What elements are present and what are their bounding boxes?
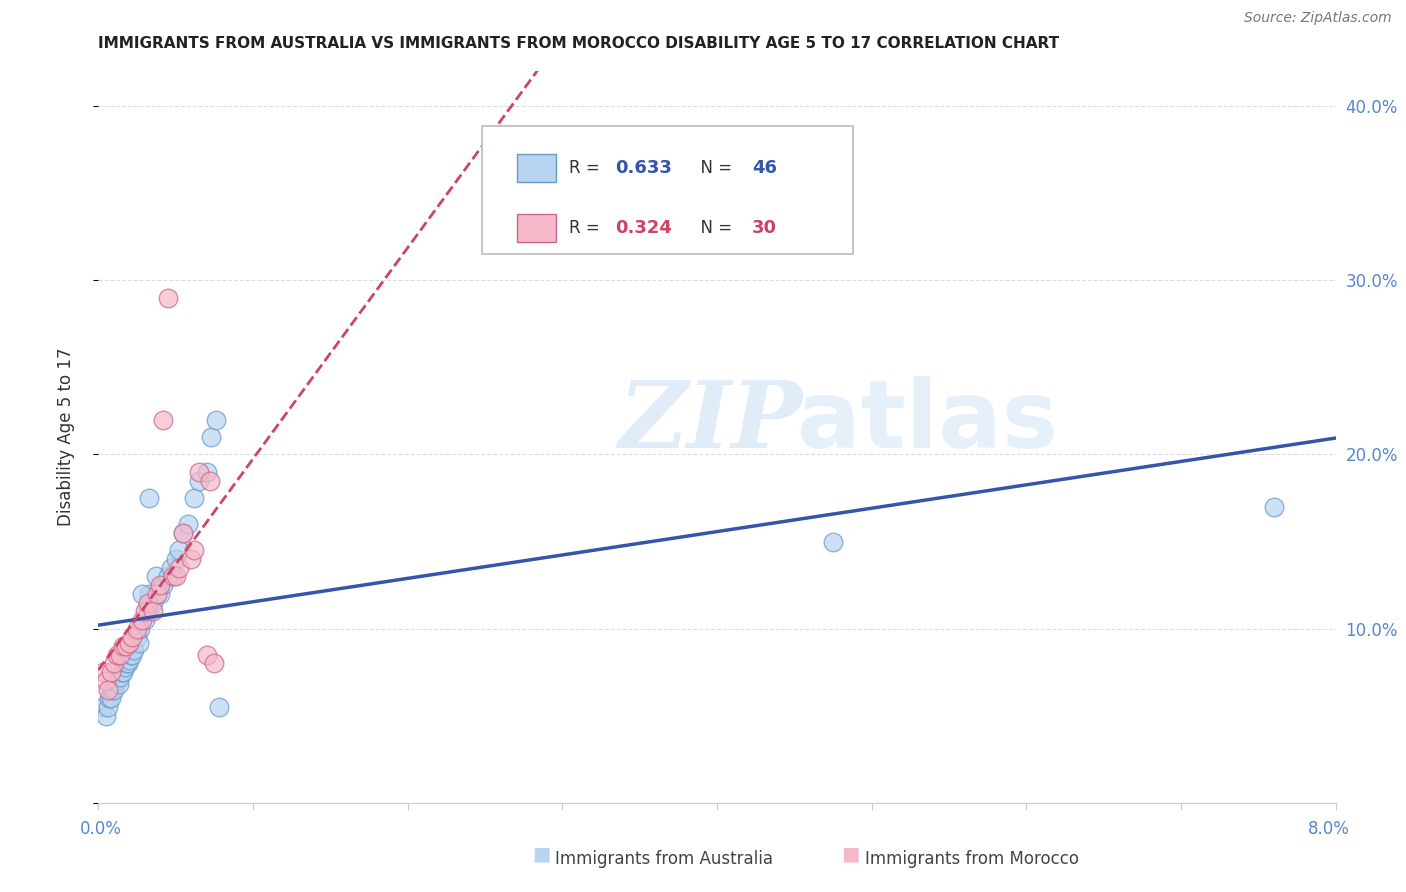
Point	[131, 613, 153, 627]
Text: ZIP: ZIP	[619, 377, 803, 467]
Text: 0.633: 0.633	[616, 159, 672, 177]
Point	[204, 657, 226, 671]
Text: Immigrants from Morocco: Immigrants from Morocco	[865, 850, 1078, 868]
Point	[172, 525, 194, 540]
Text: Source: ZipAtlas.com: Source: ZipAtlas.com	[1244, 12, 1392, 25]
Point	[117, 657, 139, 671]
Text: IMMIGRANTS FROM AUSTRALIA VS IMMIGRANTS FROM MOROCCO DISABILITY AGE 5 TO 17 CORR: IMMIGRANTS FROM AUSTRALIA VS IMMIGRANTS …	[98, 36, 1060, 51]
FancyBboxPatch shape	[516, 214, 557, 242]
Point	[160, 560, 183, 574]
Point	[97, 700, 120, 714]
Point	[103, 657, 125, 671]
Point	[105, 648, 128, 662]
Text: 46: 46	[752, 159, 776, 177]
Point	[165, 552, 187, 566]
Point	[183, 491, 205, 505]
Point	[115, 639, 138, 653]
Text: ■: ■	[841, 844, 860, 863]
Point	[97, 682, 120, 697]
Point	[103, 682, 125, 697]
Point	[138, 491, 160, 505]
Point	[188, 474, 211, 488]
Point	[183, 543, 205, 558]
Point	[195, 648, 218, 662]
Point	[121, 648, 143, 662]
Point	[152, 578, 174, 592]
Point	[180, 552, 202, 566]
Point	[118, 653, 141, 667]
Text: 30: 30	[752, 219, 776, 237]
Point	[142, 604, 165, 618]
Text: ■: ■	[531, 844, 551, 863]
Point	[136, 604, 159, 618]
Point	[146, 587, 169, 601]
Text: 8.0%: 8.0%	[1308, 820, 1350, 838]
Point	[121, 631, 143, 645]
Point	[200, 430, 222, 444]
Point	[105, 673, 128, 688]
Point	[120, 648, 142, 662]
Point	[145, 569, 167, 583]
Point	[157, 569, 180, 583]
Point	[91, 700, 114, 714]
Point	[127, 622, 149, 636]
Point	[122, 642, 145, 657]
Point	[128, 635, 150, 649]
Point	[111, 665, 134, 680]
Point	[114, 660, 136, 674]
Point	[167, 560, 190, 574]
Point	[134, 604, 156, 618]
Point	[127, 631, 149, 645]
Text: Immigrants from Australia: Immigrants from Australia	[555, 850, 773, 868]
Point	[112, 665, 135, 680]
Point	[91, 665, 114, 680]
Point	[152, 412, 174, 426]
Point	[112, 639, 135, 653]
Point	[195, 465, 218, 479]
Point	[108, 648, 131, 662]
Point	[167, 543, 190, 558]
Point	[129, 622, 152, 636]
Point	[821, 534, 844, 549]
Point	[108, 670, 131, 684]
Text: N =: N =	[690, 159, 737, 177]
Point	[198, 474, 221, 488]
Point	[98, 691, 121, 706]
Point	[205, 412, 228, 426]
Text: R =: R =	[568, 219, 605, 237]
Point	[134, 613, 156, 627]
Point	[157, 291, 180, 305]
Point	[107, 677, 129, 691]
Point	[208, 700, 231, 714]
Text: 0.0%: 0.0%	[80, 820, 122, 838]
Point	[149, 587, 172, 601]
Text: R =: R =	[568, 159, 605, 177]
Point	[100, 691, 122, 706]
Point	[162, 569, 184, 583]
Point	[101, 682, 124, 697]
Point	[142, 595, 165, 609]
Point	[131, 587, 153, 601]
Point	[104, 673, 127, 688]
Point	[96, 708, 118, 723]
Point	[115, 657, 138, 671]
Point	[149, 578, 172, 592]
Point	[1263, 500, 1285, 514]
Point	[165, 569, 187, 583]
Point	[96, 673, 118, 688]
Point	[172, 525, 194, 540]
Point	[100, 665, 122, 680]
FancyBboxPatch shape	[482, 126, 853, 254]
Point	[177, 517, 200, 532]
Text: atlas: atlas	[797, 376, 1059, 468]
Point	[188, 465, 211, 479]
FancyBboxPatch shape	[516, 154, 557, 182]
Point	[136, 595, 159, 609]
Text: 0.324: 0.324	[616, 219, 672, 237]
Point	[118, 635, 141, 649]
Y-axis label: Disability Age 5 to 17: Disability Age 5 to 17	[56, 348, 75, 526]
Text: N =: N =	[690, 219, 737, 237]
Point	[138, 587, 160, 601]
